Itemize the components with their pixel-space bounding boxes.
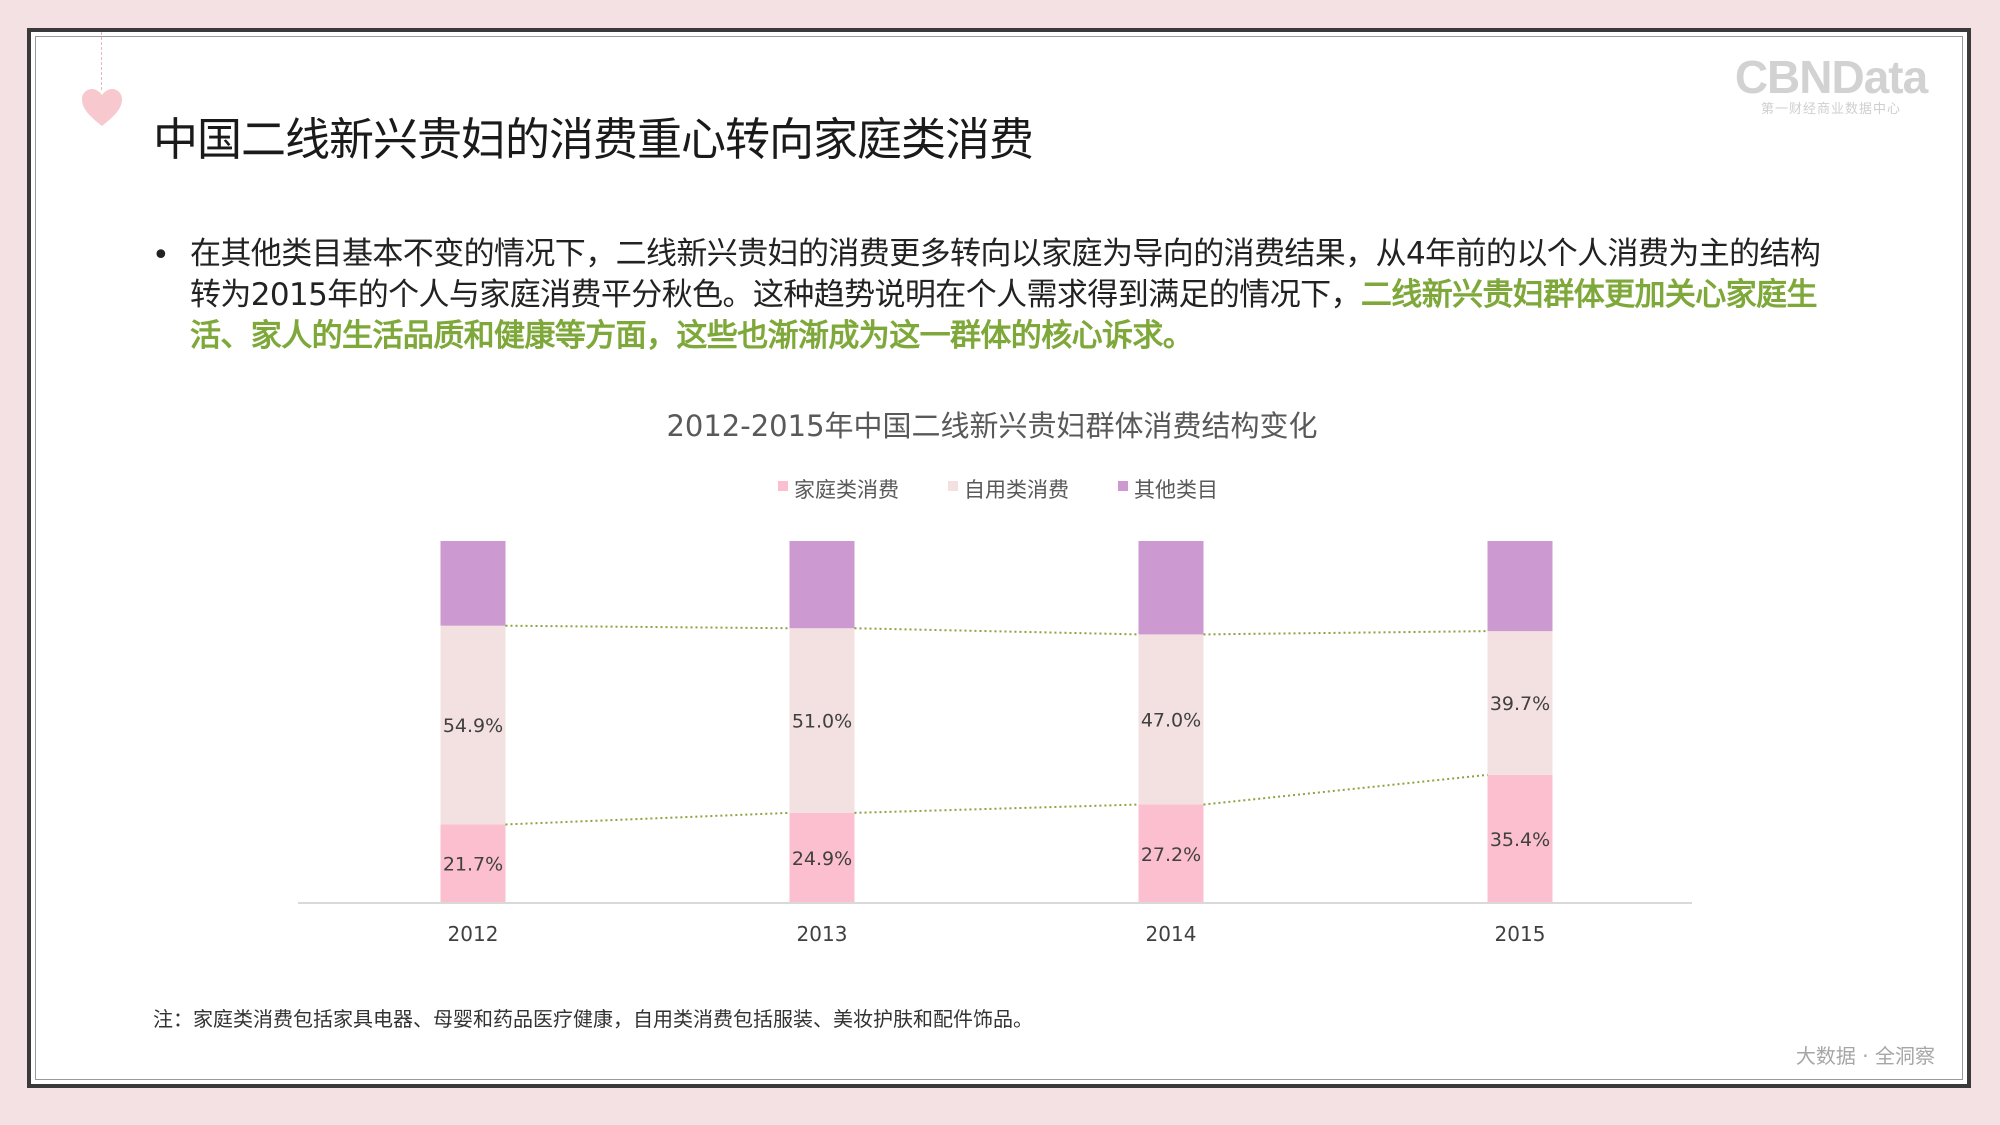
bar-segment-self-2014 xyxy=(1138,634,1204,805)
bar-segment-other-2013 xyxy=(789,541,855,629)
legend-swatch-self xyxy=(948,481,958,491)
chart-footnote: 注：家庭类消费包括家具电器、母婴和药品医疗健康，自用类消费包括服装、美妆护肤和配… xyxy=(153,1007,1033,1031)
cbndata-logo: CBNData 第一财经商业数据中心 xyxy=(1726,52,1936,118)
x-tick-label-2014: 2014 xyxy=(1146,922,1197,946)
data-label-family-2015: 35.4% xyxy=(1490,829,1550,851)
bar-segment-family-2012 xyxy=(440,824,506,903)
data-label-self-2015: 39.7% xyxy=(1490,693,1550,715)
bar-segment-self-2015 xyxy=(1487,631,1553,775)
bullet-normal-text: 在其他类目基本不变的情况下，二线新兴贵妇的消费更多转向以家庭为导向的消费结果，从… xyxy=(190,236,1821,313)
value-labels: 21.7% 54.9% 24.9% 51.0% 27.2% 47.0% 35.4% 39.7% xyxy=(443,693,1550,876)
legend-label-family: 家庭类消费 xyxy=(794,478,899,502)
data-label-self-2013: 51.0% xyxy=(792,711,852,733)
chart-title: 2012-2015年中国二线新兴贵妇群体消费结构变化 xyxy=(666,409,1317,443)
heart-icon xyxy=(82,89,122,126)
trend-connector-lines xyxy=(505,624,1488,826)
bullet-paragraph: 在其他类目基本不变的情况下，二线新兴贵妇的消费更多转向以家庭为导向的消费结果，从… xyxy=(190,234,1850,357)
x-axis-tick-labels: 2012 2013 2014 2015 xyxy=(448,922,1546,946)
data-label-family-2012: 21.7% xyxy=(443,854,503,876)
brand-tagline: 大数据 · 全洞察 xyxy=(1795,1044,1935,1068)
data-label-family-2014: 27.2% xyxy=(1141,844,1201,866)
x-tick-label-2013: 2013 xyxy=(797,922,848,946)
connector-line-family-top-0 xyxy=(505,811,790,826)
connector-line-family-top-1 xyxy=(854,803,1139,814)
legend-swatch-other xyxy=(1118,481,1128,491)
slide-inner-border xyxy=(35,36,1963,1080)
bar-stacks xyxy=(440,541,1553,903)
chart-legend: 家庭类消费 自用类消费 其他类目 xyxy=(778,478,1218,502)
heart-string xyxy=(101,32,102,90)
bullet-icon: • xyxy=(152,238,170,273)
bar-segment-other-2015 xyxy=(1487,541,1553,632)
connector-line-self-top-1 xyxy=(854,627,1139,636)
bar-segment-self-2012 xyxy=(440,625,506,825)
slide-frame xyxy=(27,28,1971,1088)
x-tick-label-2012: 2012 xyxy=(448,922,499,946)
data-label-family-2013: 24.9% xyxy=(792,848,852,870)
data-label-self-2014: 47.0% xyxy=(1141,709,1201,731)
legend-label-self: 自用类消费 xyxy=(964,478,1069,502)
bar-segment-family-2015 xyxy=(1487,774,1553,903)
data-label-self-2012: 54.9% xyxy=(443,715,503,737)
bullet-highlight-text: 二线新兴贵妇群体更加关心家庭生活、家人的生活品质和健康等方面，这些也渐渐成为这一… xyxy=(190,277,1817,354)
legend-label-other: 其他类目 xyxy=(1134,478,1218,502)
connector-line-self-top-0 xyxy=(505,624,790,630)
connector-line-family-top-2 xyxy=(1203,773,1488,806)
bar-segment-family-2013 xyxy=(789,812,855,903)
bar-segment-family-2014 xyxy=(1138,804,1204,903)
logo-sub-text: 第一财经商业数据中心 xyxy=(1760,102,1901,117)
connector-line-self-top-2 xyxy=(1203,630,1488,636)
x-tick-label-2015: 2015 xyxy=(1495,922,1546,946)
logo-main-text: CBNData xyxy=(1734,51,1928,103)
bar-segment-self-2013 xyxy=(789,628,855,813)
page-title: 中国二线新兴贵妇的消费重心转向家庭类消费 xyxy=(153,113,1034,166)
bar-segment-other-2012 xyxy=(440,541,506,626)
legend-swatch-family xyxy=(778,481,788,491)
bar-segment-other-2014 xyxy=(1138,541,1204,635)
